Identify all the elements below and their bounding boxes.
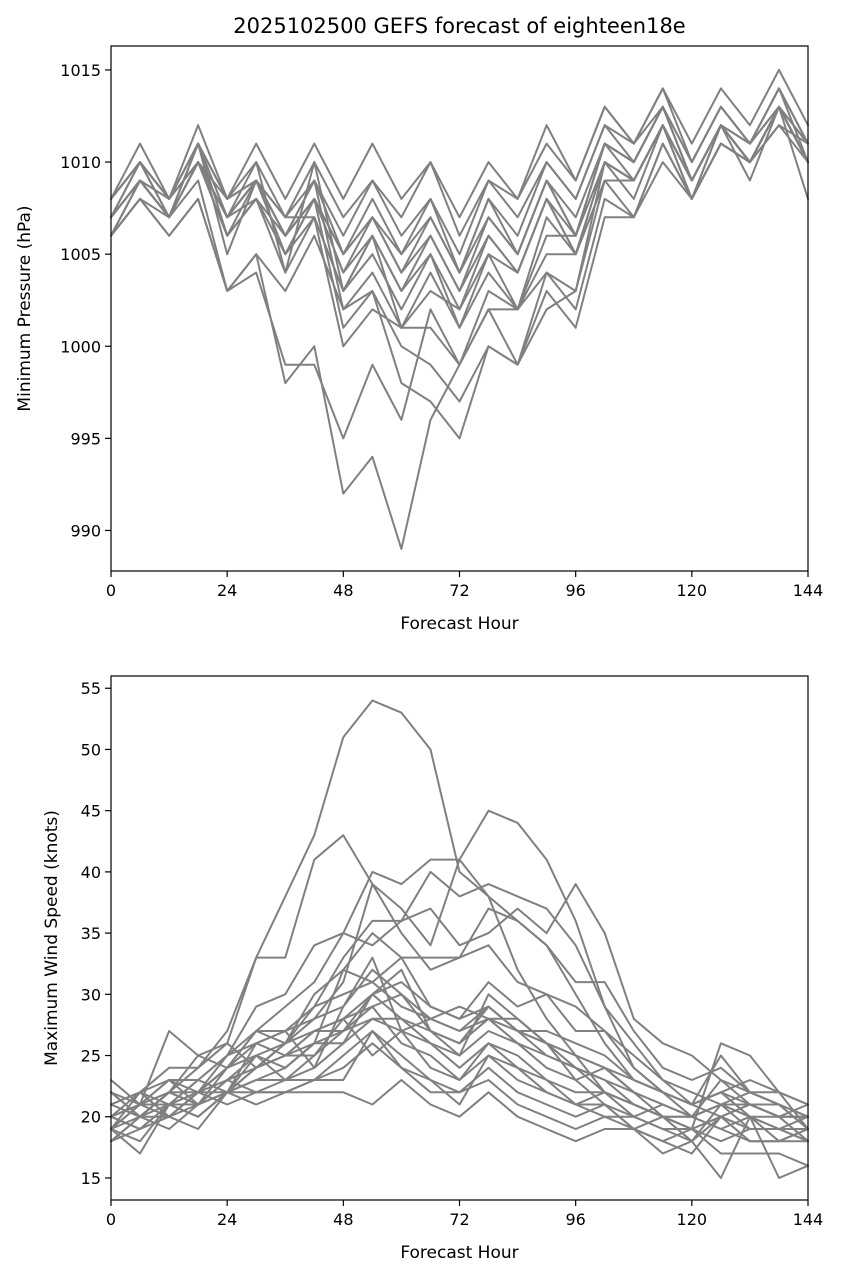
wind-y-tick-label: 50 (81, 740, 101, 759)
wind-series-line-22 (110, 1005, 809, 1118)
wind-x-tick-label: 48 (333, 1210, 353, 1229)
wind-plot-frame (110, 675, 809, 1201)
pressure-x-tick-label: 96 (565, 581, 585, 600)
pressure-chart: 2025102500 GEFS forecast of eighteen18e … (15, 14, 823, 634)
pressure-y-axis-label: Minimum Pressure (hPa) (15, 205, 35, 411)
wind-y-tick-label: 25 (81, 1047, 101, 1066)
wind-y-tick-label: 30 (81, 985, 101, 1004)
wind-x-tick-label: 24 (217, 1210, 237, 1229)
pressure-y-tick-label: 990 (70, 521, 101, 540)
wind-y-tick-label: 15 (81, 1169, 101, 1188)
pressure-x-tick-label: 24 (217, 581, 237, 600)
pressure-x-tick-label: 144 (793, 581, 824, 600)
wind-chart: 0 24 48 72 96 120 144 15 20 25 30 35 40 45 50 55 Forec… (42, 675, 823, 1263)
wind-y-ticks: 15 20 25 30 35 40 45 50 55 (81, 679, 111, 1188)
pressure-y-ticks: 990 995 1000 1005 1010 1015 (60, 61, 111, 540)
pressure-x-ticks: 0 24 48 72 96 120 144 (106, 571, 823, 600)
pressure-series-line-16 (110, 105, 809, 403)
wind-x-tick-label: 72 (449, 1210, 469, 1229)
pressure-plot-frame (110, 45, 809, 572)
pressure-y-tick-label: 1000 (60, 337, 101, 356)
pressure-y-tick-label: 1005 (60, 245, 101, 264)
pressure-series-line-17 (110, 87, 809, 366)
wind-y-tick-label: 45 (81, 802, 101, 821)
wind-series-line-5 (110, 883, 809, 1130)
wind-series-line-18 (110, 1042, 809, 1179)
wind-x-tick-label: 120 (677, 1210, 708, 1229)
chart-title: 2025102500 GEFS forecast of eighteen18e (233, 14, 685, 38)
wind-x-axis-label: Forecast Hour (400, 1243, 518, 1263)
wind-y-tick-label: 20 (81, 1108, 101, 1127)
wind-y-tick-label: 35 (81, 924, 101, 943)
pressure-y-tick-label: 1015 (60, 61, 101, 80)
pressure-x-tick-label: 120 (677, 581, 708, 600)
pressure-x-tick-label: 72 (449, 581, 469, 600)
wind-x-tick-label: 96 (565, 1210, 585, 1229)
wind-y-tick-label: 40 (81, 863, 101, 882)
pressure-x-tick-label: 0 (106, 581, 116, 600)
wind-series-line-23 (110, 1030, 809, 1130)
wind-x-ticks: 0 24 48 72 96 120 144 (106, 1200, 823, 1229)
pressure-y-tick-label: 995 (70, 429, 101, 448)
wind-series-group (110, 699, 809, 1179)
pressure-x-axis-label: Forecast Hour (400, 614, 518, 634)
pressure-y-tick-label: 1010 (60, 153, 101, 172)
wind-x-tick-label: 144 (793, 1210, 824, 1229)
wind-y-axis-label: Maximum Wind Speed (knots) (42, 810, 62, 1066)
pressure-series-group (110, 68, 809, 550)
wind-y-tick-label: 55 (81, 679, 101, 698)
wind-x-tick-label: 0 (106, 1210, 116, 1229)
pressure-x-tick-label: 48 (333, 581, 353, 600)
